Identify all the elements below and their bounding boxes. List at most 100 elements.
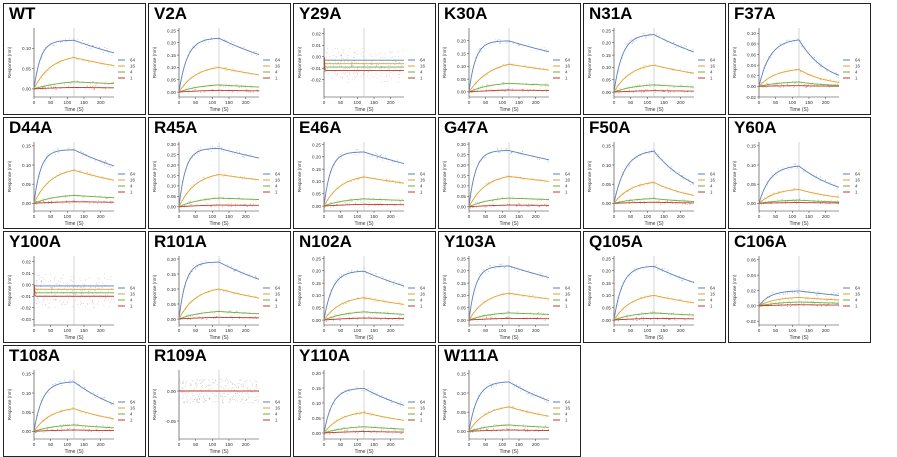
data-point — [792, 292, 793, 293]
data-point — [60, 410, 61, 411]
legend-label: 16 — [275, 292, 280, 297]
data-point — [256, 400, 257, 401]
x-tick-label: 0 — [468, 214, 471, 219]
data-point — [103, 397, 104, 398]
data-point — [209, 399, 210, 400]
data-point — [491, 70, 492, 71]
data-point — [199, 152, 200, 153]
data-point — [61, 304, 62, 305]
data-point — [368, 71, 369, 72]
x-tick-label: 100 — [353, 214, 361, 219]
data-point — [635, 301, 636, 302]
data-point — [402, 61, 403, 62]
data-point — [206, 386, 207, 387]
data-point — [525, 65, 526, 66]
data-point — [381, 52, 382, 53]
data-point — [518, 45, 519, 46]
data-point — [246, 382, 247, 383]
y-tick-label: 0.10 — [457, 64, 466, 69]
data-point — [95, 177, 96, 178]
data-point — [239, 316, 240, 317]
data-point — [503, 82, 504, 83]
data-point — [372, 68, 373, 69]
data-point — [243, 386, 244, 387]
data-point — [641, 92, 642, 93]
data-point — [53, 45, 54, 46]
data-point — [343, 274, 344, 275]
data-point — [683, 179, 684, 180]
data-point — [66, 41, 67, 42]
data-point — [768, 83, 769, 84]
data-point — [225, 86, 226, 87]
data-point — [534, 66, 535, 67]
data-point — [351, 65, 352, 66]
x-axis-label: Time (S) — [790, 335, 809, 341]
data-point — [777, 174, 778, 175]
data-point — [673, 92, 674, 93]
data-point — [545, 86, 546, 87]
data-point — [73, 200, 74, 201]
data-point — [377, 78, 378, 79]
data-point — [345, 390, 346, 391]
data-point — [375, 311, 376, 312]
data-point — [380, 319, 381, 320]
x-tick-label: 200 — [242, 442, 250, 447]
data-point — [325, 71, 326, 72]
data-point — [252, 391, 253, 392]
data-point — [241, 380, 242, 381]
data-point — [104, 201, 105, 202]
data-point — [55, 89, 56, 90]
data-point — [681, 85, 682, 86]
x-tick-label: 150 — [225, 100, 233, 105]
data-point — [629, 90, 630, 91]
data-point — [829, 297, 830, 298]
data-point — [73, 407, 74, 408]
data-point — [831, 293, 832, 294]
data-point — [198, 383, 199, 384]
legend-label: 1 — [565, 76, 568, 81]
data-point — [796, 201, 797, 202]
data-point — [333, 433, 334, 434]
data-point — [233, 293, 234, 294]
data-point — [93, 303, 94, 304]
data-point — [222, 396, 223, 397]
data-point — [643, 317, 644, 318]
data-point — [654, 311, 655, 312]
data-point — [830, 182, 831, 183]
data-point — [192, 380, 193, 381]
y-tick-label: 0.20 — [312, 269, 321, 274]
data-point — [93, 392, 94, 393]
data-point — [337, 74, 338, 75]
y-tick-label: 0.00 — [312, 55, 321, 60]
data-point — [391, 57, 392, 58]
data-point — [61, 428, 62, 429]
data-point — [341, 58, 342, 59]
data-point — [776, 175, 777, 176]
data-point — [354, 180, 355, 181]
data-point — [67, 301, 68, 302]
data-point — [61, 410, 62, 411]
data-point — [201, 379, 202, 380]
data-point — [50, 299, 51, 300]
data-point — [826, 78, 827, 79]
data-point — [81, 150, 82, 151]
data-point — [99, 432, 100, 433]
data-point — [83, 153, 84, 154]
data-point — [90, 286, 91, 287]
data-point — [238, 73, 239, 74]
data-point — [805, 168, 806, 169]
data-point — [623, 174, 624, 175]
data-point — [643, 185, 644, 186]
data-point — [102, 425, 103, 426]
y-tick-label: -0.02 — [746, 95, 757, 100]
data-point — [530, 317, 531, 318]
data-point — [691, 87, 692, 88]
data-point — [627, 43, 628, 44]
y-axis-label: Response (nm) — [297, 160, 302, 192]
data-point — [687, 85, 688, 86]
data-point — [386, 281, 387, 282]
legend-label: 4 — [275, 412, 278, 417]
data-point — [81, 170, 82, 171]
data-point — [351, 201, 352, 202]
